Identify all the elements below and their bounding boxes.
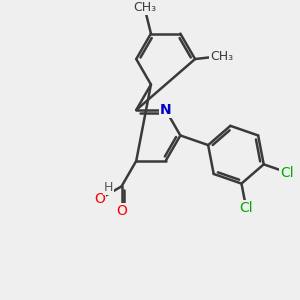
Text: H: H: [104, 181, 113, 194]
Text: Cl: Cl: [280, 166, 294, 179]
Text: CH₃: CH₃: [210, 50, 233, 62]
Text: O: O: [94, 192, 105, 206]
Text: CH₃: CH₃: [133, 2, 156, 14]
Text: O: O: [116, 204, 127, 218]
Text: N: N: [160, 103, 172, 117]
Text: Cl: Cl: [239, 201, 253, 215]
